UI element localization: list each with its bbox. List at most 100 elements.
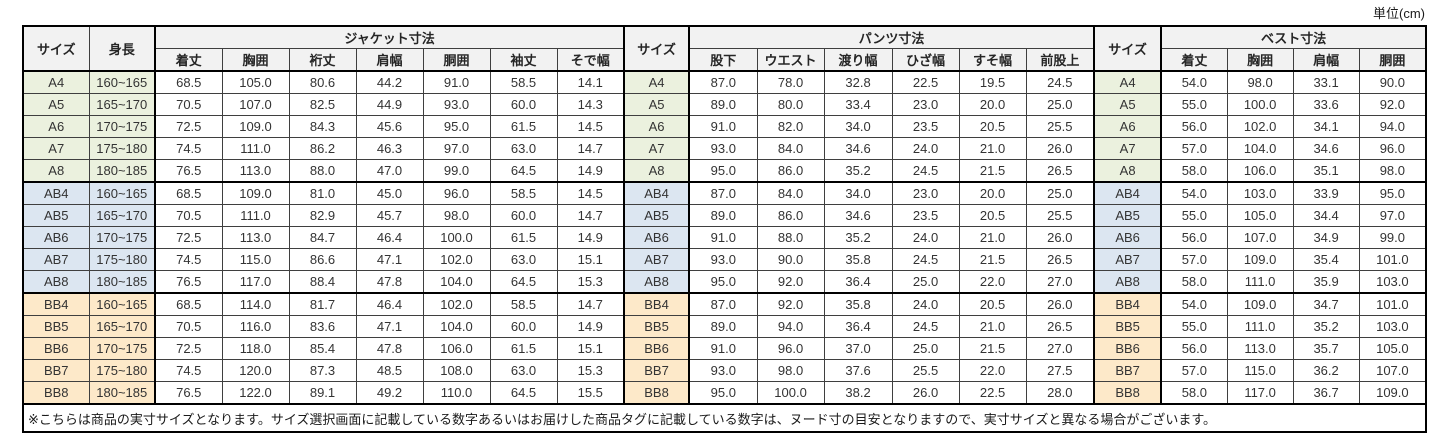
measurement-cell: 60.0 xyxy=(489,93,558,116)
measurement-cell: 58.0 xyxy=(1160,270,1228,294)
section-title: パンツ寸法 xyxy=(688,25,1095,49)
measurement-cell: 54.0 xyxy=(1160,70,1228,94)
measurement-cell: 21.5 xyxy=(958,248,1027,271)
measurement-cell: 93.0 xyxy=(688,248,758,271)
measurement-cell: 23.5 xyxy=(891,204,960,227)
table-row: BB5 165~170 70.5 116.0 83.6 47.1 104.0 60.0 14.9… xyxy=(22,315,1427,338)
measurement-cell: 34.4 xyxy=(1292,204,1360,227)
measurement-cell: 21.0 xyxy=(958,137,1027,160)
measurement-cell: 91.0 xyxy=(688,337,758,360)
measurement-cell: 92.0 xyxy=(756,270,825,294)
size-cell: AB6 xyxy=(623,226,690,249)
table-row: BB4 160~165 68.5 114.0 81.7 46.4 102.0 58.5 14.7… xyxy=(22,292,1427,316)
measurement-cell: 82.9 xyxy=(288,204,357,227)
measurement-cell: 20.5 xyxy=(958,292,1027,316)
measurement-cell: 102.0 xyxy=(422,292,491,316)
measurement-cell: 111.0 xyxy=(1226,270,1294,294)
table-row: A7 175~180 74.5 111.0 86.2 46.3 97.0 63.0 14.7 A7… xyxy=(22,137,1427,160)
measurement-cell: 94.0 xyxy=(1358,115,1427,138)
measurement-cell: 14.5 xyxy=(556,181,625,205)
measurement-cell: 26.0 xyxy=(1025,292,1095,316)
size-cell: BB7 xyxy=(1093,359,1162,382)
measurement-cell: 95.0 xyxy=(688,159,758,183)
measurement-cell: 104.0 xyxy=(422,315,491,338)
column-header: 渡り幅 xyxy=(823,48,893,72)
table-body: A4 160~165 68.5 105.0 80.6 44.2 91.0 58.5 14.1 A4… xyxy=(22,70,1427,433)
section-title: ジャケット寸法 xyxy=(153,25,625,49)
table-header: サイズ 身長 ジャケット寸法 サイズ パンツ寸法 サイズ ベスト寸法 着丈 胸囲 裄丈 肩幅 胴囲 袖丈… xyxy=(22,25,1427,72)
measurement-cell: 25.0 xyxy=(891,337,960,360)
measurement-cell: 56.0 xyxy=(1160,337,1228,360)
size-cell: A8 xyxy=(623,159,690,183)
measurement-cell: 109.0 xyxy=(221,181,290,205)
size-cell: AB7 xyxy=(1093,248,1162,271)
measurement-cell: 36.4 xyxy=(823,270,893,294)
measurement-cell: 35.9 xyxy=(1292,270,1360,294)
measurement-cell: 37.0 xyxy=(823,337,893,360)
measurement-cell: 76.5 xyxy=(154,381,223,405)
table-row: A8 180~185 76.5 113.0 88.0 47.0 99.0 64.5 14.9 A8… xyxy=(22,159,1427,183)
measurement-cell: 94.0 xyxy=(756,315,825,338)
measurement-cell: 56.0 xyxy=(1160,115,1228,138)
height-range-cell: 160~165 xyxy=(88,292,156,316)
measurement-cell: 82.0 xyxy=(756,115,825,138)
unit-label: 単位(cm) xyxy=(1373,6,1425,21)
measurement-cell: 84.3 xyxy=(288,115,357,138)
measurement-cell: 88.0 xyxy=(288,159,357,183)
measurement-cell: 89.0 xyxy=(688,315,758,338)
height-range-cell: 175~180 xyxy=(88,248,156,271)
measurement-cell: 14.9 xyxy=(556,159,625,183)
measurement-cell: 20.5 xyxy=(958,115,1027,138)
measurement-cell: 113.0 xyxy=(221,226,290,249)
size-cell: A8 xyxy=(1093,159,1162,183)
measurement-cell: 63.0 xyxy=(489,137,558,160)
measurement-cell: 14.9 xyxy=(556,315,625,338)
size-table: サイズ 身長 ジャケット寸法 サイズ パンツ寸法 サイズ ベスト寸法 着丈 胸囲 裄丈 肩幅 胴囲 袖丈… xyxy=(22,25,1428,433)
measurement-cell: 34.0 xyxy=(823,115,893,138)
column-header: 着丈 xyxy=(154,48,223,72)
height-header: 身長 xyxy=(88,25,156,72)
measurement-cell: 84.7 xyxy=(288,226,357,249)
measurement-cell: 64.5 xyxy=(489,381,558,405)
measurement-cell: 54.0 xyxy=(1160,181,1228,205)
height-range-cell: 160~165 xyxy=(88,70,156,94)
size-cell: BB8 xyxy=(623,381,690,405)
table-row: A5 165~170 70.5 107.0 82.5 44.9 93.0 60.0 14.3 A5… xyxy=(22,93,1427,116)
size-cell: A7 xyxy=(623,137,690,160)
measurement-cell: 55.0 xyxy=(1160,315,1228,338)
column-header: 肩幅 xyxy=(1292,48,1360,72)
measurement-cell: 15.1 xyxy=(556,337,625,360)
size-cell: A5 xyxy=(623,93,690,116)
size-cell: BB6 xyxy=(1093,337,1162,360)
measurement-cell: 93.0 xyxy=(688,137,758,160)
measurement-cell: 95.0 xyxy=(1358,181,1427,205)
measurement-cell: 100.0 xyxy=(422,226,491,249)
measurement-cell: 81.0 xyxy=(288,181,357,205)
measurement-cell: 56.0 xyxy=(1160,226,1228,249)
measurement-cell: 103.0 xyxy=(1358,270,1427,294)
size-cell: A5 xyxy=(22,93,90,116)
measurement-cell: 86.6 xyxy=(288,248,357,271)
height-range-cell: 165~170 xyxy=(88,93,156,116)
measurement-cell: 82.5 xyxy=(288,93,357,116)
measurement-cell: 26.5 xyxy=(1025,159,1095,183)
size-cell: AB4 xyxy=(623,181,690,205)
measurement-cell: 26.0 xyxy=(1025,226,1095,249)
size-cell: A4 xyxy=(22,70,90,94)
column-header: ウエスト xyxy=(756,48,825,72)
measurement-cell: 34.1 xyxy=(1292,115,1360,138)
measurement-cell: 47.0 xyxy=(355,159,424,183)
measurement-cell: 14.9 xyxy=(556,226,625,249)
measurement-cell: 117.0 xyxy=(221,270,290,294)
note-row: ※こちらは商品の実寸サイズとなります。サイズ選択画面に記載している数字あるいはお… xyxy=(22,403,1427,433)
size-cell: A4 xyxy=(623,70,690,94)
measurement-cell: 89.0 xyxy=(688,93,758,116)
measurement-cell: 80.0 xyxy=(756,93,825,116)
measurement-cell: 14.3 xyxy=(556,93,625,116)
measurement-cell: 120.0 xyxy=(221,359,290,382)
measurement-cell: 45.6 xyxy=(355,115,424,138)
measurement-cell: 100.0 xyxy=(1226,93,1294,116)
measurement-cell: 35.2 xyxy=(823,226,893,249)
measurement-cell: 101.0 xyxy=(1358,292,1427,316)
measurement-cell: 24.0 xyxy=(891,292,960,316)
